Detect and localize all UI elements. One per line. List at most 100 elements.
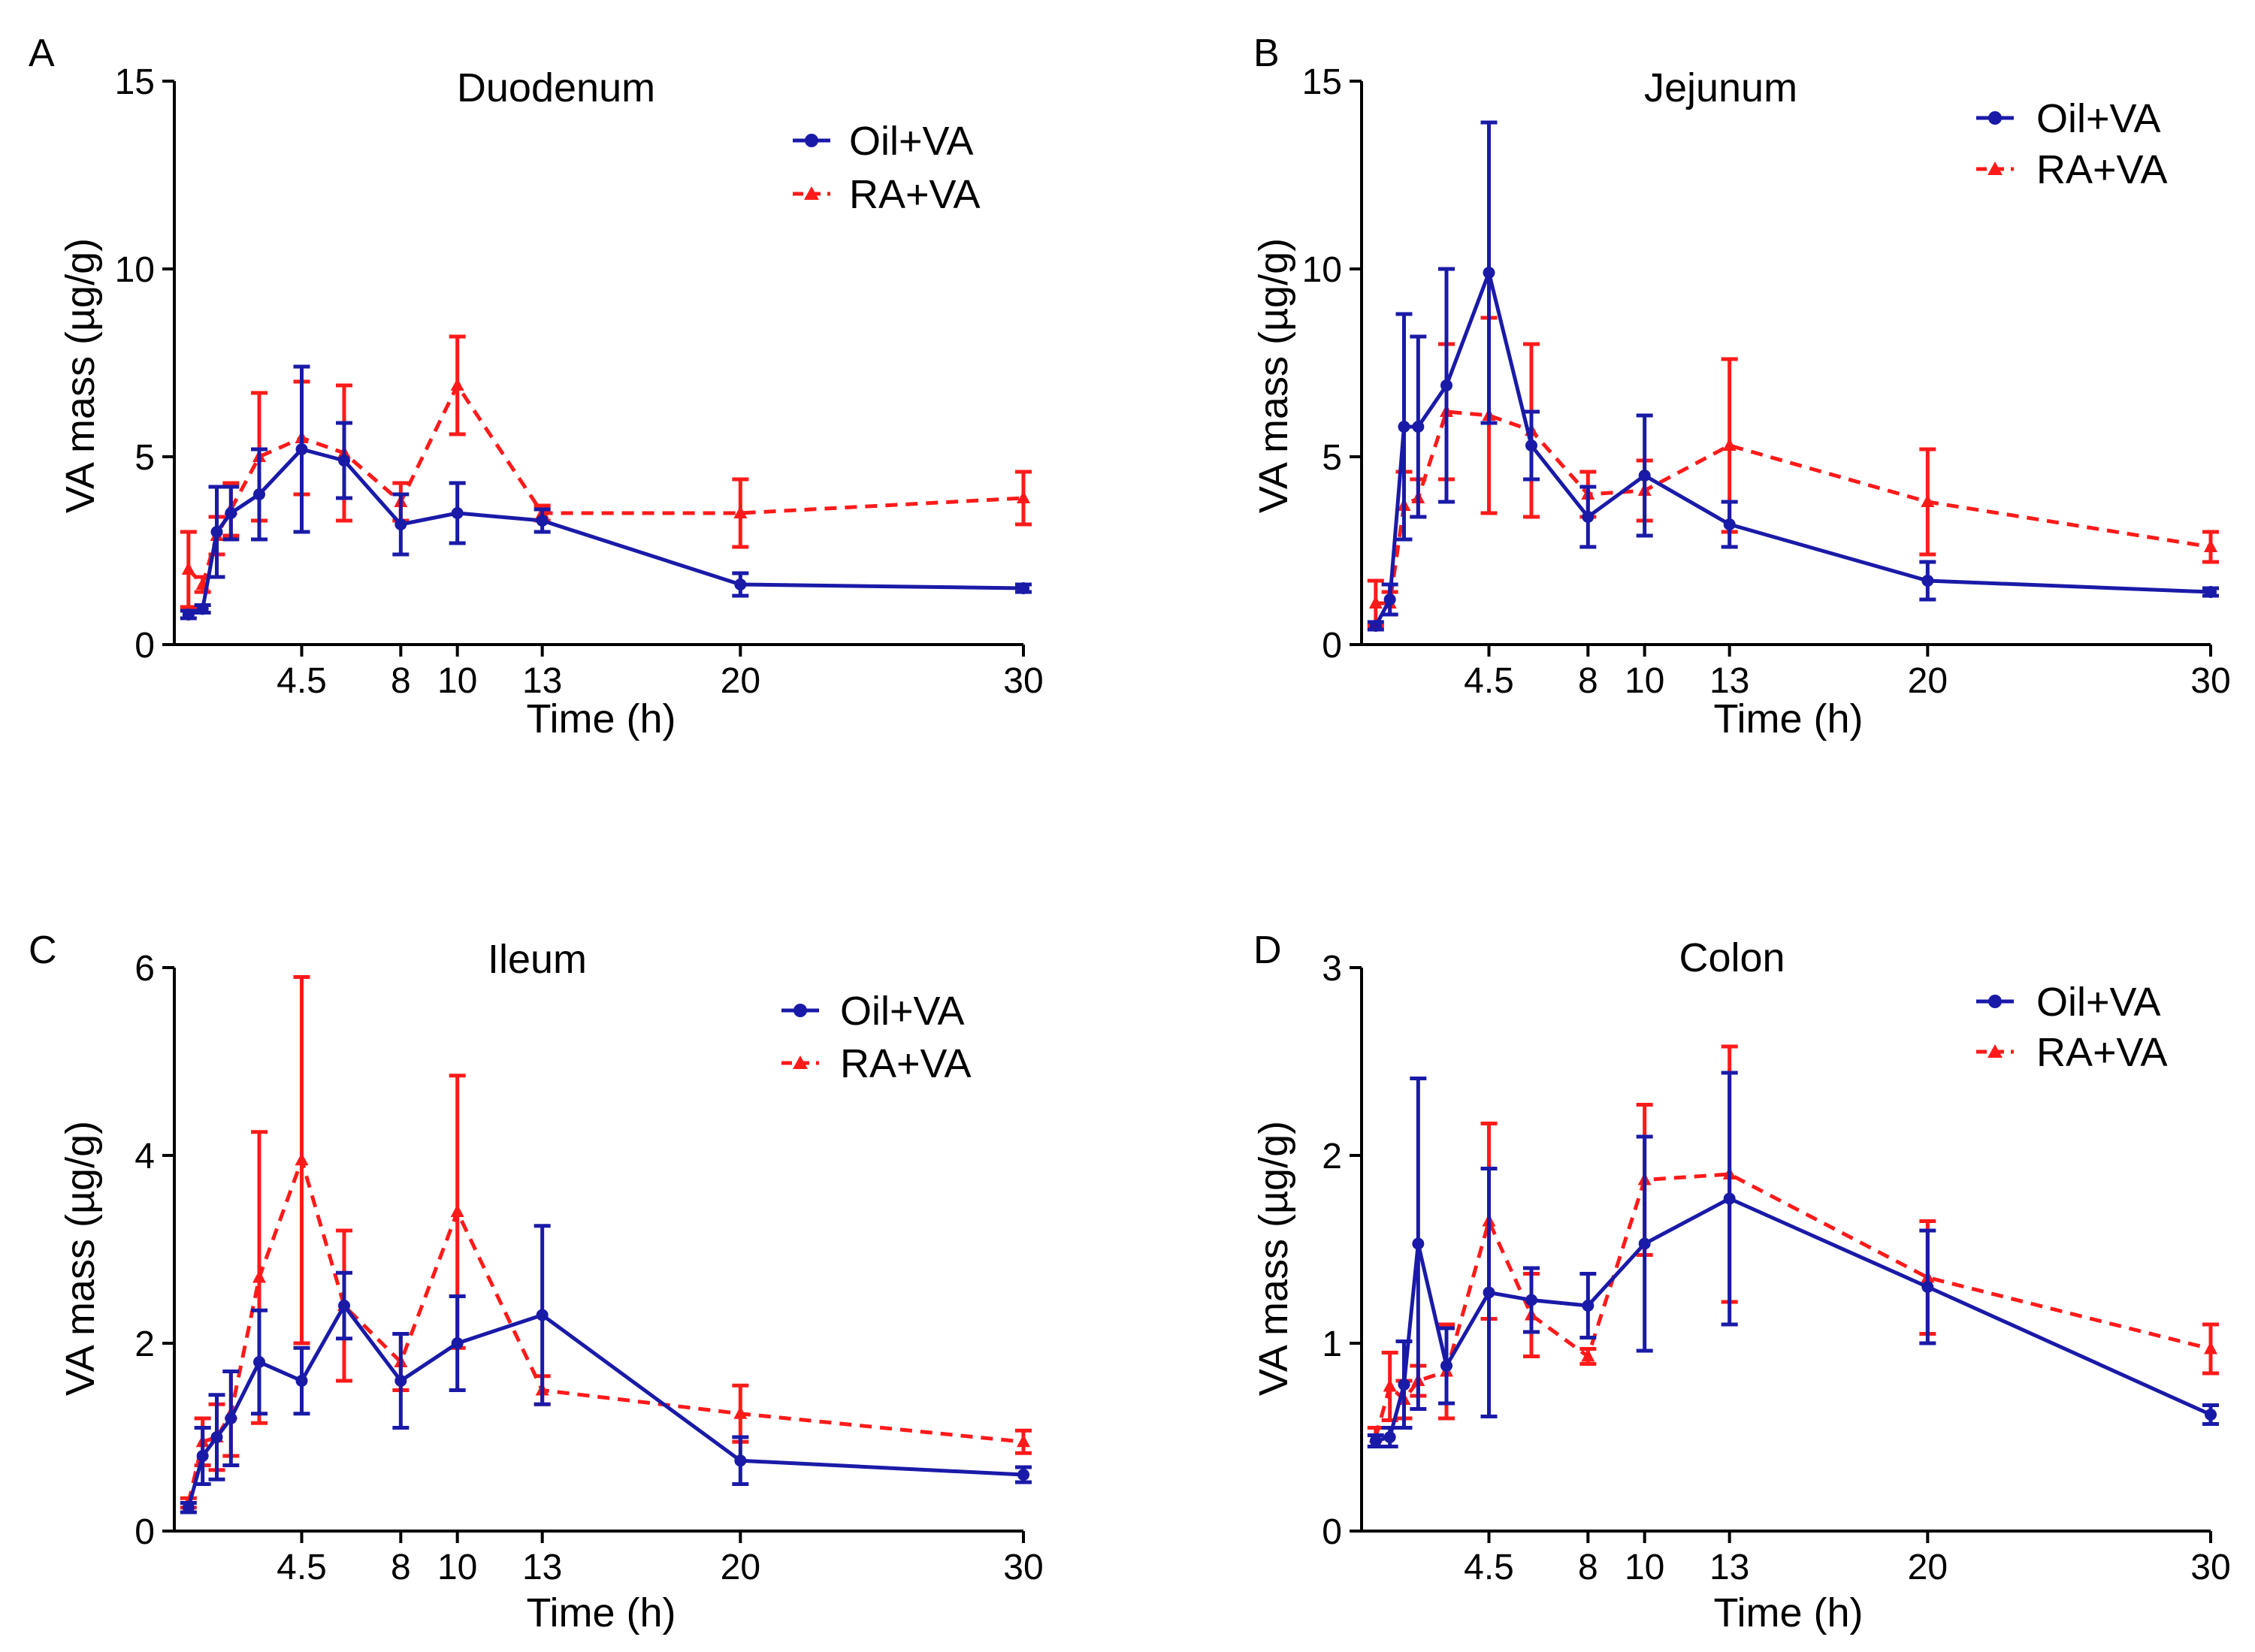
panel-colon: D Colon 0 1 2 3 4.5 8 10 13 20 30 Time (h) VA mas… [1251, 929, 2231, 1635]
plot-area: 0 1 2 3 4.5 8 10 13 20 30 [1322, 949, 2230, 1587]
legend-label-ra: RA+VA [2036, 147, 2168, 192]
data-point-oil [1921, 575, 1934, 587]
y-tick-label: 15 [115, 62, 155, 102]
legend-marker-oil [1988, 111, 2002, 125]
legend-label-ra: RA+VA [2036, 1030, 2168, 1075]
x-axis-label: Time (h) [527, 1590, 676, 1635]
legend: Oil+VA RA+VA [1976, 980, 2168, 1075]
panel-letter: A [29, 32, 55, 75]
y-tick-label: 0 [1322, 626, 1342, 666]
legend-marker-ra [1987, 1044, 2003, 1058]
data-point-oil [451, 1337, 464, 1349]
data-point-oil [225, 1412, 237, 1424]
y-axis-label: VA mass (µg/g) [58, 238, 103, 513]
legend: Oil+VA RA+VA [781, 989, 972, 1086]
x-axis-label: Time (h) [1714, 1590, 1864, 1635]
legend-label-ra: RA+VA [840, 1041, 972, 1086]
panel-letter: B [1253, 32, 1280, 75]
series-line-ra [1375, 409, 2211, 606]
series-oil [180, 364, 1032, 621]
panel-jejunum: B Jejunum 0 5 10 15 4.5 8 10 13 20 30 Time (h) VA… [1251, 32, 2231, 741]
x-tick-label: 13 [1709, 661, 1749, 701]
x-tick-label: 4.5 [1464, 1548, 1514, 1587]
x-tick-label: 10 [437, 1548, 477, 1587]
series-line-oil [1375, 1197, 2212, 1443]
data-point-ra [1581, 1348, 1595, 1362]
data-point-ra [295, 1152, 309, 1166]
data-point-oil [536, 1309, 549, 1321]
y-tick-label: 0 [135, 626, 155, 666]
data-point-oil [182, 609, 195, 621]
data-point-oil [1398, 421, 1410, 433]
data-point-oil [1398, 1379, 1410, 1391]
data-point-oil [451, 507, 464, 519]
x-tick-label: 8 [1578, 1548, 1598, 1587]
data-point-ra [733, 1406, 748, 1419]
data-point-oil [1582, 511, 1595, 523]
data-point-oil [1582, 1300, 1595, 1312]
y-axis-label: VA mass (µg/g) [58, 1121, 103, 1396]
y-tick-label: 10 [115, 250, 155, 290]
y-tick-label: 0 [1322, 1512, 1342, 1552]
data-point-ra [2204, 539, 2217, 552]
chart-title: Duodenum [457, 65, 655, 110]
x-tick-label: 30 [2190, 661, 2230, 701]
data-point-oil [338, 455, 350, 467]
data-point-oil [295, 1375, 308, 1387]
x-tick-label: 20 [721, 1548, 760, 1587]
series-oil [1367, 1071, 2219, 1448]
x-tick-label: 20 [1908, 1548, 1948, 1587]
chart-title: Ileum [488, 937, 587, 982]
data-point-oil [536, 515, 549, 527]
data-point-oil [1483, 267, 1495, 279]
data-point-oil [394, 1375, 407, 1387]
data-point-ra [2204, 1341, 2217, 1355]
data-point-oil [196, 603, 209, 615]
legend: Oil+VA RA+VA [1976, 96, 2168, 192]
legend-marker-oil [793, 1004, 807, 1017]
x-tick-label: 8 [391, 661, 411, 701]
data-point-oil [1017, 1469, 1029, 1481]
y-tick-label: 2 [1322, 1137, 1342, 1176]
y-tick-label: 1 [1322, 1324, 1342, 1364]
data-point-oil [1483, 1286, 1495, 1299]
y-axis-label: VA mass (µg/g) [1251, 238, 1296, 513]
data-point-oil [1723, 518, 1736, 530]
chart-title: Jejunum [1644, 65, 1797, 110]
series-oil [180, 1224, 1032, 1515]
y-tick-label: 2 [135, 1324, 155, 1364]
x-tick-label: 8 [391, 1548, 411, 1587]
x-tick-label: 20 [1908, 661, 1948, 701]
data-point-oil [2205, 586, 2217, 598]
x-tick-label: 10 [1625, 1548, 1664, 1587]
plot-area: 0 5 10 15 4.5 8 10 13 20 30 [115, 62, 1044, 701]
data-point-oil [225, 507, 237, 519]
data-point-oil [1383, 1431, 1396, 1443]
data-point-oil [196, 1450, 209, 1462]
x-tick-label: 4.5 [277, 1548, 327, 1587]
x-tick-label: 10 [437, 661, 477, 701]
x-tick-label: 13 [522, 1548, 562, 1587]
data-point-ra [733, 506, 748, 518]
x-tick-label: 30 [2190, 1548, 2230, 1587]
data-point-oil [253, 1356, 265, 1368]
panel-letter: D [1253, 929, 1282, 972]
data-point-oil [210, 526, 223, 538]
y-tick-label: 5 [1322, 438, 1342, 478]
legend-label-oil: Oil+VA [2036, 96, 2161, 141]
x-tick-label: 4.5 [277, 661, 327, 701]
data-point-oil [182, 1501, 195, 1514]
data-point-oil [1412, 421, 1425, 433]
data-point-oil [1723, 1192, 1736, 1205]
data-point-oil [734, 1454, 747, 1467]
x-tick-label: 20 [721, 661, 760, 701]
data-point-oil [1638, 470, 1651, 482]
x-tick-label: 8 [1578, 661, 1598, 701]
x-tick-label: 13 [522, 661, 562, 701]
y-tick-label: 15 [1302, 62, 1342, 102]
series-line-oil [1374, 270, 2211, 627]
legend-marker-oil [805, 134, 818, 147]
data-point-oil [1440, 379, 1452, 391]
